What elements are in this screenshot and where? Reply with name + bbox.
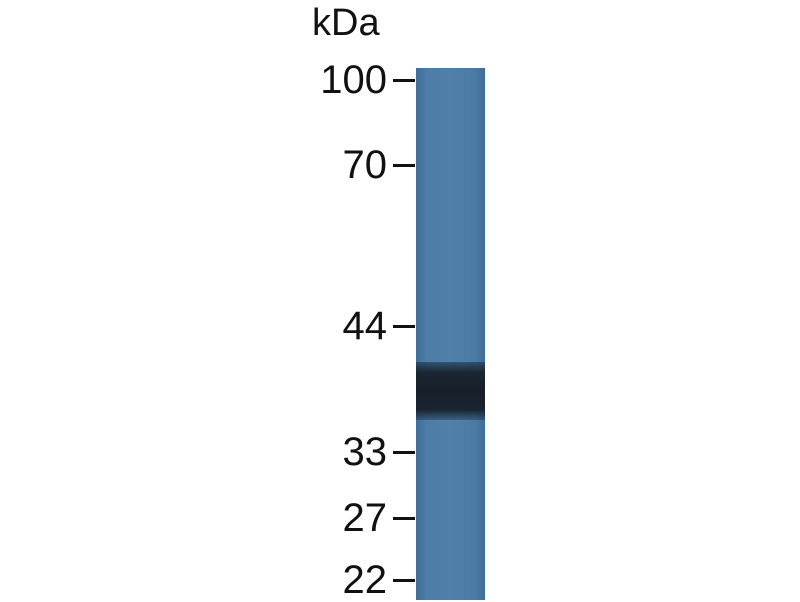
marker-tick [393,517,415,520]
marker-70: 70 [300,145,415,185]
marker-33: 33 [300,432,415,472]
marker-tick [393,164,415,167]
marker-tick [393,325,415,328]
marker-tick [393,79,415,82]
marker-label: 27 [342,496,388,540]
unit-label: kDa [312,2,380,44]
marker-22: 22 [300,560,415,600]
marker-tick [393,451,415,454]
marker-27: 27 [300,498,415,538]
marker-label: 70 [342,143,388,187]
marker-tick [393,579,415,582]
marker-label: 22 [342,558,388,602]
protein-band [416,362,485,420]
marker-label: 44 [342,304,388,348]
marker-100: 100 [300,60,415,100]
marker-label: 33 [342,430,388,474]
marker-44: 44 [300,306,415,346]
blot-lane [416,68,485,600]
marker-label: 100 [320,58,387,102]
